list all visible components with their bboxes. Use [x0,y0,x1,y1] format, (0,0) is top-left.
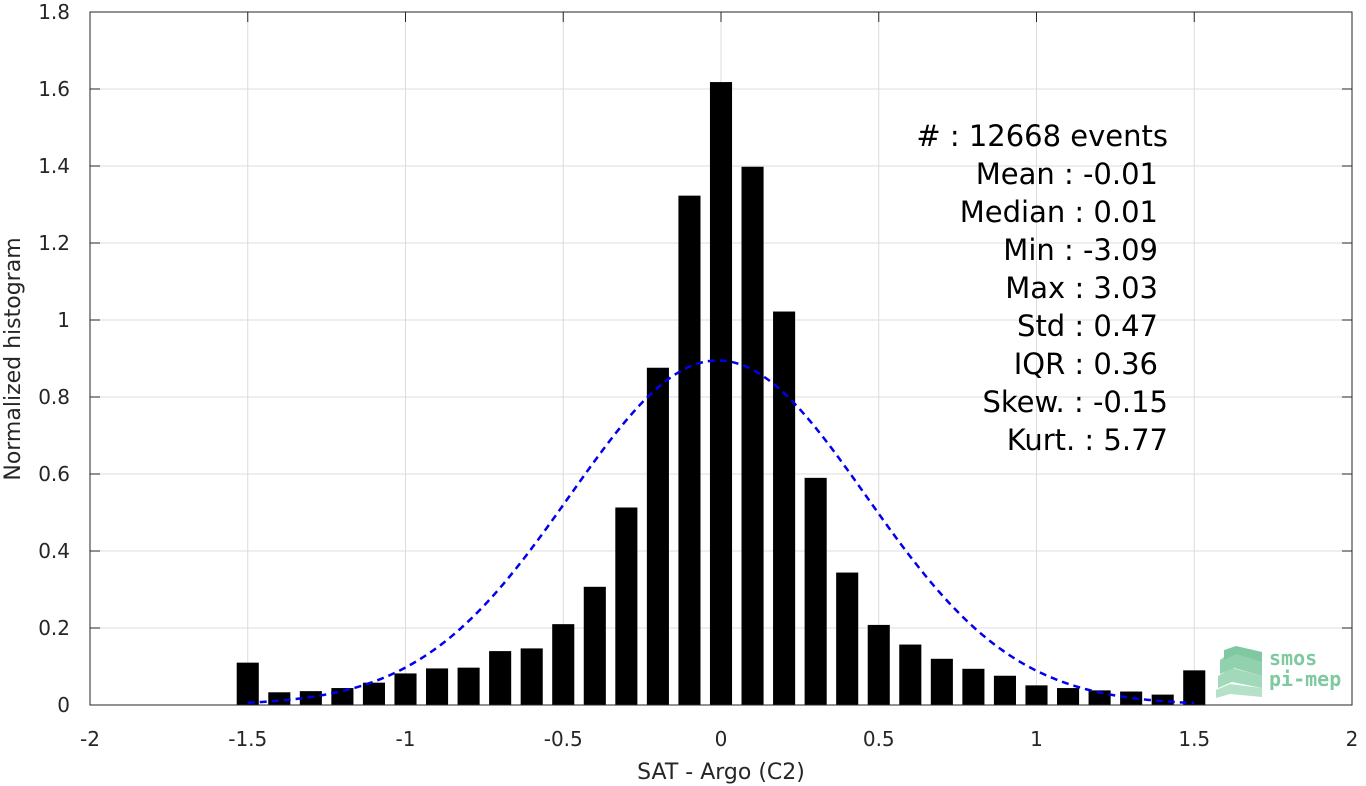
histogram-bar [1120,691,1143,705]
stat-min: Min : -3.09 [1003,233,1158,267]
x-axis-label: SAT - Argo (C2) [637,760,805,785]
histogram-bar [1057,688,1080,705]
x-tick-label: -1.5 [228,727,267,751]
stat-mean: Mean : -0.01 [976,157,1158,191]
stat-count: # : 12668 events [916,119,1168,153]
histogram-bar [646,367,669,705]
x-tick-label: -0.5 [544,727,583,751]
x-tick-label: 1 [1030,727,1043,751]
x-tick-labels: -2 -1.5 -1 -0.5 0 0.5 1 1.5 2 [80,727,1358,751]
y-tick-label: 0 [57,693,70,717]
logo-text-line2: pi-mep [1269,667,1341,691]
gaussian-fit-curve [247,359,1195,705]
y-axis-label: Normalized histogram [1,237,26,480]
histogram-bar [773,311,796,705]
histogram-bar [1183,670,1206,705]
histogram-bar [362,682,385,705]
histogram-bar [1025,685,1048,705]
histogram-bar [615,507,638,705]
histogram-bar [520,648,543,705]
x-tick-label: 0 [715,727,728,751]
histogram-bar [930,658,953,705]
stat-max: Max : 3.03 [1005,271,1158,305]
histogram-bar [709,82,733,705]
histogram-bar [678,195,701,705]
y-tick-label: 0.8 [38,385,70,409]
histogram-bar [962,668,985,705]
histogram-bar [583,586,606,705]
histogram-bar [867,624,890,705]
histogram-bar [331,688,354,705]
x-tick-label: -1 [396,727,416,751]
histogram-bar [836,572,859,705]
stat-median: Median : 0.01 [960,195,1158,229]
y-tick-label: 1.8 [38,0,70,24]
histogram-bar [552,624,575,705]
logo-text-line1: smos [1269,646,1317,670]
y-tick-label: 1.6 [38,77,70,101]
smos-pimep-logo: smos pi-mep [1216,646,1341,698]
histogram-bars [236,82,1206,705]
histogram-bar [236,662,259,705]
y-tick-label: 1 [57,308,70,332]
stat-kurt: Kurt. : 5.77 [1007,423,1168,457]
y-tick-label: 1.2 [38,231,70,255]
x-tick-label: 0.5 [863,727,895,751]
stats-box: # : 12668 events Mean : -0.01 Median : 0… [916,119,1168,457]
x-tick-label: -2 [80,727,100,751]
histogram-bar [394,673,417,705]
y-tick-label: 1.4 [38,154,70,178]
histogram-bar [804,477,827,705]
histogram-bar [1088,690,1111,705]
histogram-bar [457,667,480,705]
histogram-bar [899,644,922,705]
y-tick-label: 0.4 [38,539,70,563]
histogram-bar [1151,694,1174,705]
axes-frame [89,11,1353,706]
histogram-bar [741,166,764,705]
y-tick-label: 0.2 [38,616,70,640]
stat-iqr: IQR : 0.36 [1014,347,1158,381]
stat-skew: Skew. : -0.15 [982,385,1168,419]
stat-std: Std : 0.47 [1017,309,1158,343]
y-tick-label: 0.6 [38,462,70,486]
x-tick-label: 2 [1346,727,1359,751]
histogram-bar [426,668,449,705]
histogram-bar [489,651,512,705]
logo-emblem-icon [1216,646,1262,698]
histogram-bar [993,675,1016,705]
histogram-bar [268,692,291,705]
x-tick-label: 1.5 [1178,727,1210,751]
y-tick-labels: 0 0.2 0.4 0.6 0.8 1 1.2 1.4 1.6 1.8 [38,0,70,717]
